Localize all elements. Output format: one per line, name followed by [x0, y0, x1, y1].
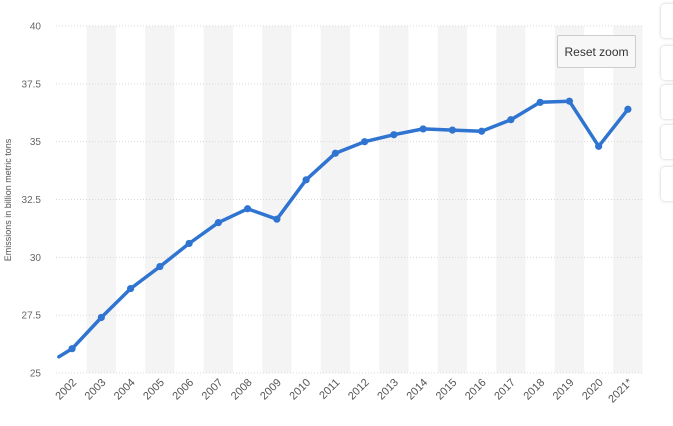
data-point[interactable]: [68, 345, 76, 353]
data-point[interactable]: [507, 116, 515, 124]
year-band: [379, 26, 409, 373]
data-point[interactable]: [390, 131, 398, 139]
series-points[interactable]: [68, 97, 632, 353]
data-point[interactable]: [595, 142, 603, 150]
side-tool-tab[interactable]: [661, 85, 673, 119]
x-tick-label: 2008: [229, 377, 255, 403]
x-tick-label: 2007: [200, 377, 226, 403]
x-tick-label: 2004: [112, 377, 138, 403]
year-band: [262, 26, 292, 373]
data-point[interactable]: [331, 149, 339, 157]
y-axis-title: Emissions in billion metric tons: [3, 138, 13, 261]
y-tick-label: 32.5: [22, 195, 42, 206]
year-band: [145, 26, 175, 373]
x-tick-label: 2003: [83, 377, 109, 403]
data-point[interactable]: [361, 138, 369, 146]
x-tick-label: 2018: [521, 377, 547, 403]
year-band: [496, 26, 526, 373]
y-tick-label: 35: [30, 137, 42, 148]
x-tick-label: 2015: [434, 377, 460, 403]
side-tool-tab[interactable]: [661, 167, 673, 201]
reset-zoom-button[interactable]: Reset zoom: [557, 35, 636, 68]
data-point[interactable]: [302, 176, 310, 184]
y-axis-tick-labels: 25 27.5 30 32.5 35 37.5 40: [22, 22, 42, 380]
x-tick-label: 2016: [463, 377, 489, 403]
data-point[interactable]: [214, 219, 222, 227]
data-point[interactable]: [273, 215, 281, 223]
y-tick-label: 27.5: [22, 311, 42, 322]
data-point[interactable]: [478, 127, 486, 135]
year-band: [613, 26, 643, 373]
x-tick-label: 2013: [375, 377, 401, 403]
x-tick-label: 2019: [551, 377, 577, 403]
data-point[interactable]: [97, 313, 105, 322]
y-tick-label: 37.5: [22, 79, 42, 90]
y-gridlines: [56, 25, 644, 374]
x-tick-label: 2021*: [606, 376, 635, 405]
data-point[interactable]: [244, 205, 252, 213]
data-point[interactable]: [565, 97, 574, 105]
side-tool-tab[interactable]: [661, 125, 673, 159]
data-point[interactable]: [156, 262, 164, 271]
x-tick-label: 2005: [141, 377, 167, 403]
x-tick-label: 2002: [53, 377, 79, 403]
x-tick-label: 2009: [258, 377, 284, 403]
x-tick-label: 2006: [170, 377, 196, 403]
side-tool-tab[interactable]: [661, 46, 673, 80]
y-tick-label: 25: [30, 369, 42, 380]
x-tick-label: 2010: [287, 377, 313, 403]
data-point[interactable]: [536, 98, 544, 106]
data-point[interactable]: [185, 239, 193, 248]
data-point[interactable]: [448, 126, 456, 134]
y-tick-label: 40: [30, 22, 42, 33]
x-tick-label: 2020: [580, 377, 606, 403]
side-tool-tab[interactable]: [661, 4, 673, 38]
data-point[interactable]: [419, 125, 427, 133]
data-point[interactable]: [624, 105, 632, 113]
data-point[interactable]: [126, 284, 135, 293]
y-tick-label: 30: [30, 253, 42, 264]
x-tick-label: 2012: [346, 377, 372, 403]
x-axis-tick-labels: 2002 2003 2004 2005 2006 2007 2008 2009 2010 2011…: [53, 376, 635, 405]
x-tick-label: 2011: [317, 377, 342, 402]
x-tick-label: 2014: [404, 377, 430, 403]
x-tick-label: 2017: [492, 377, 518, 403]
